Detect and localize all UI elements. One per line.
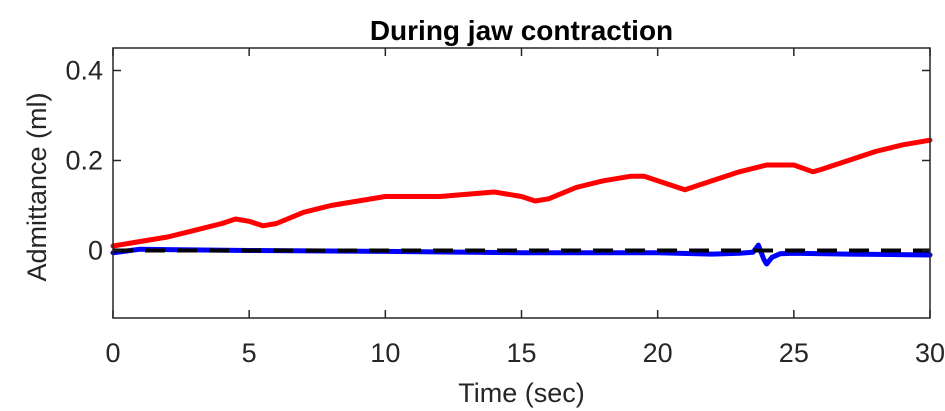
x-tick-label: 30 [915, 338, 945, 368]
y-tick-label: 0 [88, 236, 103, 266]
y-axis-label: Admittance (ml) [22, 92, 52, 281]
x-tick-label: 20 [643, 338, 673, 368]
series-line-1 [110, 137, 933, 249]
x-tick-label: 25 [779, 338, 809, 368]
x-tick-label: 10 [370, 338, 400, 368]
series-line-2 [110, 242, 933, 267]
y-tick-label: 0.4 [65, 56, 103, 86]
series-layer [110, 137, 933, 267]
tick-layer: 0 5 10 15 20 25 30 0 0.2 0.4 [65, 48, 945, 368]
chart-title: During jaw contraction [370, 15, 673, 46]
x-tick-label: 5 [242, 338, 257, 368]
x-tick-label: 15 [506, 338, 536, 368]
y-tick-label: 0.2 [65, 146, 103, 176]
x-tick-label: 0 [105, 338, 120, 368]
plot-frame [112, 47, 931, 319]
x-axis-label: Time (sec) [458, 378, 585, 408]
